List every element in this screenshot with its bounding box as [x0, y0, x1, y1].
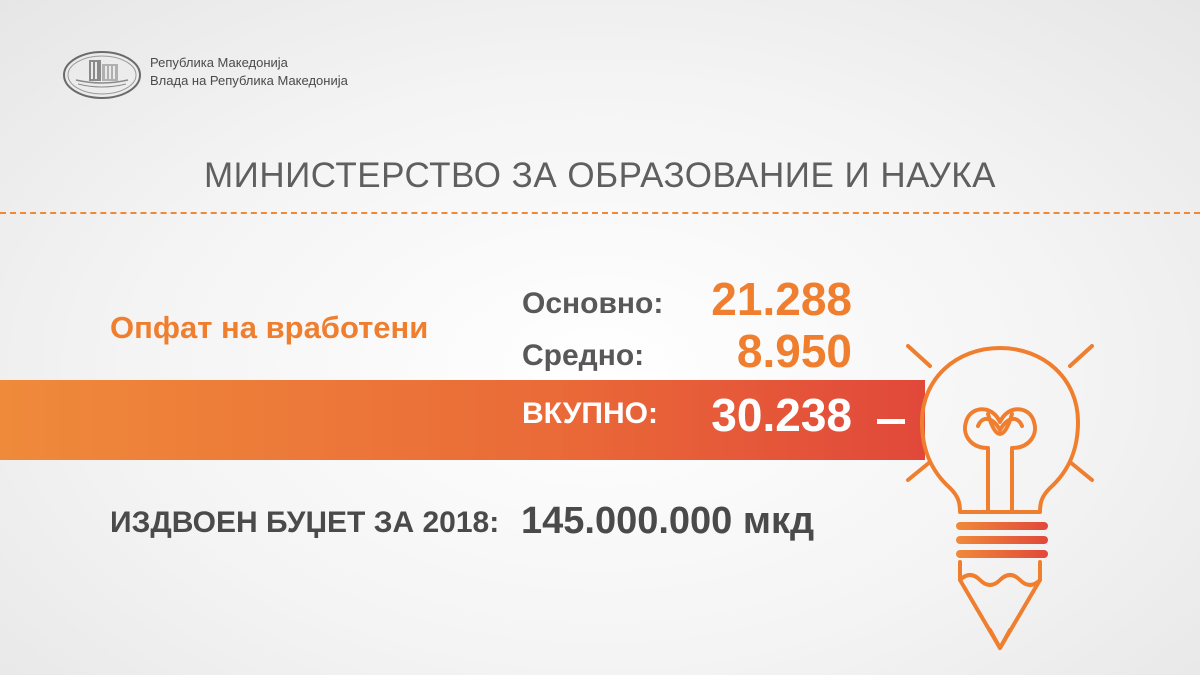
- primary-education-label: Основно:: [522, 287, 664, 320]
- secondary-education-label: Средно:: [522, 339, 645, 372]
- band-dash: [877, 419, 905, 424]
- government-logo-icon: [62, 50, 142, 100]
- dashed-divider: [0, 212, 1200, 214]
- total-value: 30.238: [711, 389, 852, 441]
- organization-name-line2: Влада на Република Македонија: [150, 73, 348, 88]
- primary-education-value: 21.288: [711, 273, 852, 325]
- total-band: [0, 380, 925, 460]
- total-label: ВКУПНО:: [522, 397, 658, 430]
- lightbulb-pencil-icon: [900, 330, 1125, 655]
- organization-name: Република Македонија Влада на Република …: [150, 54, 348, 90]
- employees-scope-label: Опфат на вработени: [110, 310, 429, 345]
- organization-name-line1: Република Македонија: [150, 55, 288, 70]
- secondary-education-value: 8.950: [736, 325, 852, 377]
- budget-value: 145.000.000 мкд: [521, 500, 815, 542]
- page-title: МИНИСТЕРСТВО ЗА ОБРАЗОВАНИЕ И НАУКА: [204, 156, 996, 195]
- budget-label: ИЗДВОЕН БУЏЕТ ЗА 2018:: [110, 506, 500, 539]
